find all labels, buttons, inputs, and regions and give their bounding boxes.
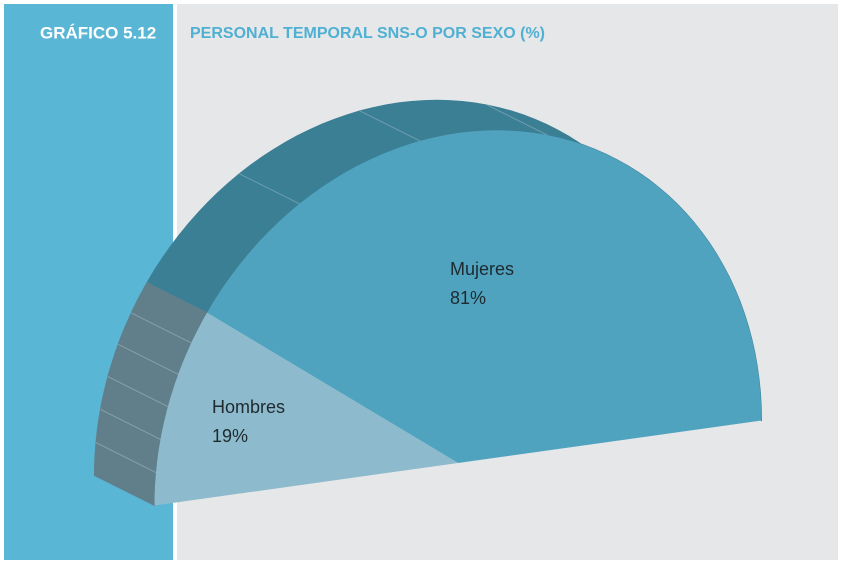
value-label: 81% [450, 288, 486, 308]
side-seam [107, 376, 169, 408]
slice [154, 312, 458, 506]
side-seam [131, 312, 192, 344]
side-seam [100, 408, 161, 440]
chart-title: PERSONAL TEMPORAL SNS-O POR SEXO (%) [190, 25, 545, 42]
side-seam [239, 173, 300, 205]
pie [94, 99, 763, 507]
slice-side [94, 282, 208, 507]
side-seam [117, 343, 179, 375]
chart-label: GRÁFICO 5.12 [40, 23, 156, 42]
slice-label: Mujeres [450, 259, 514, 279]
slice-label: Hombres [212, 397, 285, 417]
side-seam [359, 110, 421, 142]
slice [207, 130, 762, 464]
side-seam [95, 442, 157, 473]
value-label: 19% [212, 426, 248, 446]
side-seam [487, 104, 548, 136]
